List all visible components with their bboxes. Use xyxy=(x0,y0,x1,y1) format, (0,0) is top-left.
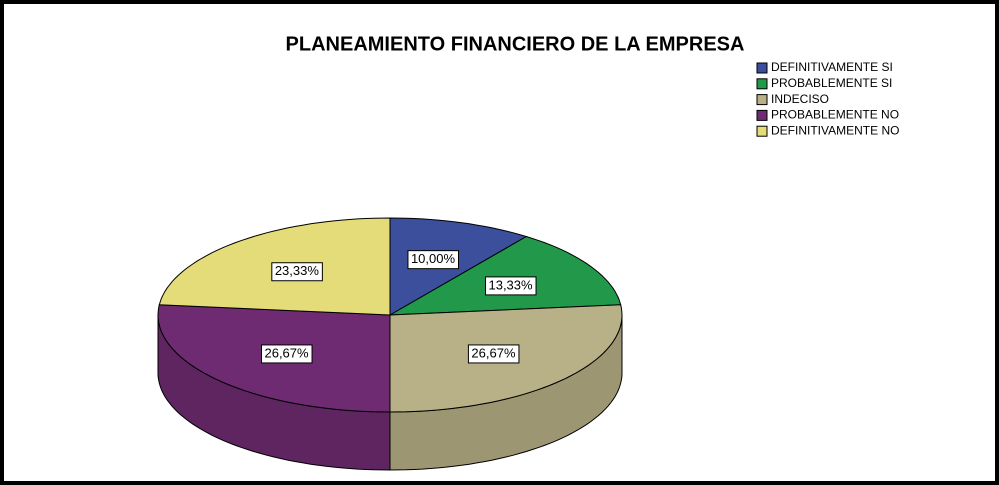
data-label-box xyxy=(484,276,537,296)
data-label-box xyxy=(271,262,323,282)
legend-swatch xyxy=(756,109,768,121)
data-label-text: 26,67% xyxy=(471,345,516,360)
data-label: 26,67% xyxy=(467,344,520,364)
data-label: 13,33% xyxy=(484,276,537,296)
chart-title: PLANEAMIENTO FINANCIERO DE LA EMPRESA xyxy=(286,33,745,55)
legend-label: PROBABLEMENTE SI xyxy=(771,76,892,90)
data-label: 26,67% xyxy=(260,344,313,364)
legend-label: DEFINITIVAMENTE SI xyxy=(771,60,893,74)
legend-swatch xyxy=(756,62,768,74)
legend-label: DEFINITIVAMENTE NO xyxy=(771,123,899,137)
legend-label: INDECISO xyxy=(771,92,829,106)
data-label-text: 23,33% xyxy=(275,263,320,278)
data-label-text: 26,67% xyxy=(264,345,309,360)
data-label-text: 10,00% xyxy=(411,251,456,266)
legend-swatch xyxy=(756,94,768,106)
legend-swatch xyxy=(756,78,768,90)
legend-swatch xyxy=(756,125,768,137)
data-label-box xyxy=(467,344,520,364)
data-label: 23,33% xyxy=(271,262,323,282)
data-label-text: 13,33% xyxy=(488,277,533,292)
data-label-box xyxy=(407,250,460,270)
pie-slice xyxy=(389,235,622,316)
data-label-box xyxy=(260,344,313,364)
data-label: 10,00% xyxy=(407,250,460,270)
legend-label: PROBABLEMENTE NO xyxy=(771,108,899,122)
